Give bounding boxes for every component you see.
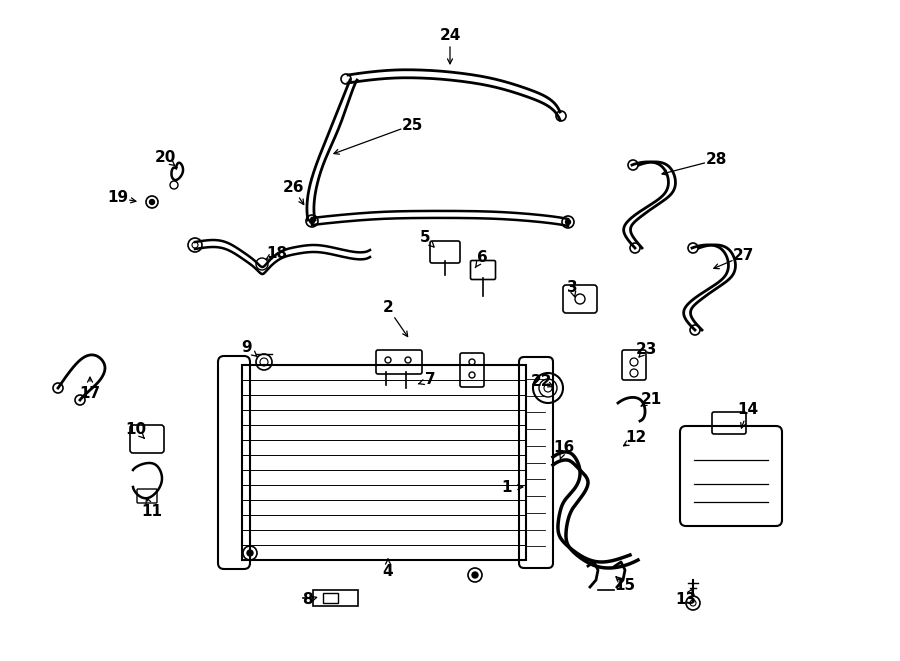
Text: 17: 17 [79, 385, 101, 401]
Text: 11: 11 [141, 504, 163, 520]
Text: 14: 14 [737, 403, 759, 418]
Text: 8: 8 [302, 592, 312, 607]
Bar [323, 593, 338, 603]
Text: 21: 21 [641, 393, 662, 407]
Text: 28: 28 [706, 153, 726, 167]
Text: 24: 24 [439, 28, 461, 42]
Text: 6: 6 [477, 251, 488, 266]
Circle shape [149, 200, 155, 204]
Text: 9: 9 [242, 340, 252, 356]
Circle shape [247, 550, 253, 556]
Text: 23: 23 [635, 342, 657, 358]
Text: 15: 15 [615, 578, 635, 592]
Bar [242, 365, 526, 560]
Text: 2: 2 [382, 301, 393, 315]
Text: 16: 16 [554, 440, 574, 455]
Text: 13: 13 [675, 592, 697, 607]
Text: 4: 4 [382, 564, 393, 580]
Text: 12: 12 [626, 430, 646, 446]
Circle shape [310, 219, 314, 223]
Text: 7: 7 [425, 373, 436, 387]
Bar [313, 590, 358, 606]
Text: 20: 20 [154, 151, 176, 165]
Text: 10: 10 [125, 422, 147, 438]
Circle shape [565, 219, 571, 225]
Text: 25: 25 [401, 118, 423, 132]
Text: 26: 26 [283, 180, 304, 196]
Text: 22: 22 [531, 375, 553, 389]
Circle shape [472, 572, 478, 578]
Text: 27: 27 [733, 249, 753, 264]
Text: 19: 19 [107, 190, 129, 206]
Text: 3: 3 [567, 280, 577, 295]
Text: 1: 1 [502, 479, 512, 494]
Text: 5: 5 [419, 231, 430, 245]
Text: 18: 18 [266, 245, 288, 260]
